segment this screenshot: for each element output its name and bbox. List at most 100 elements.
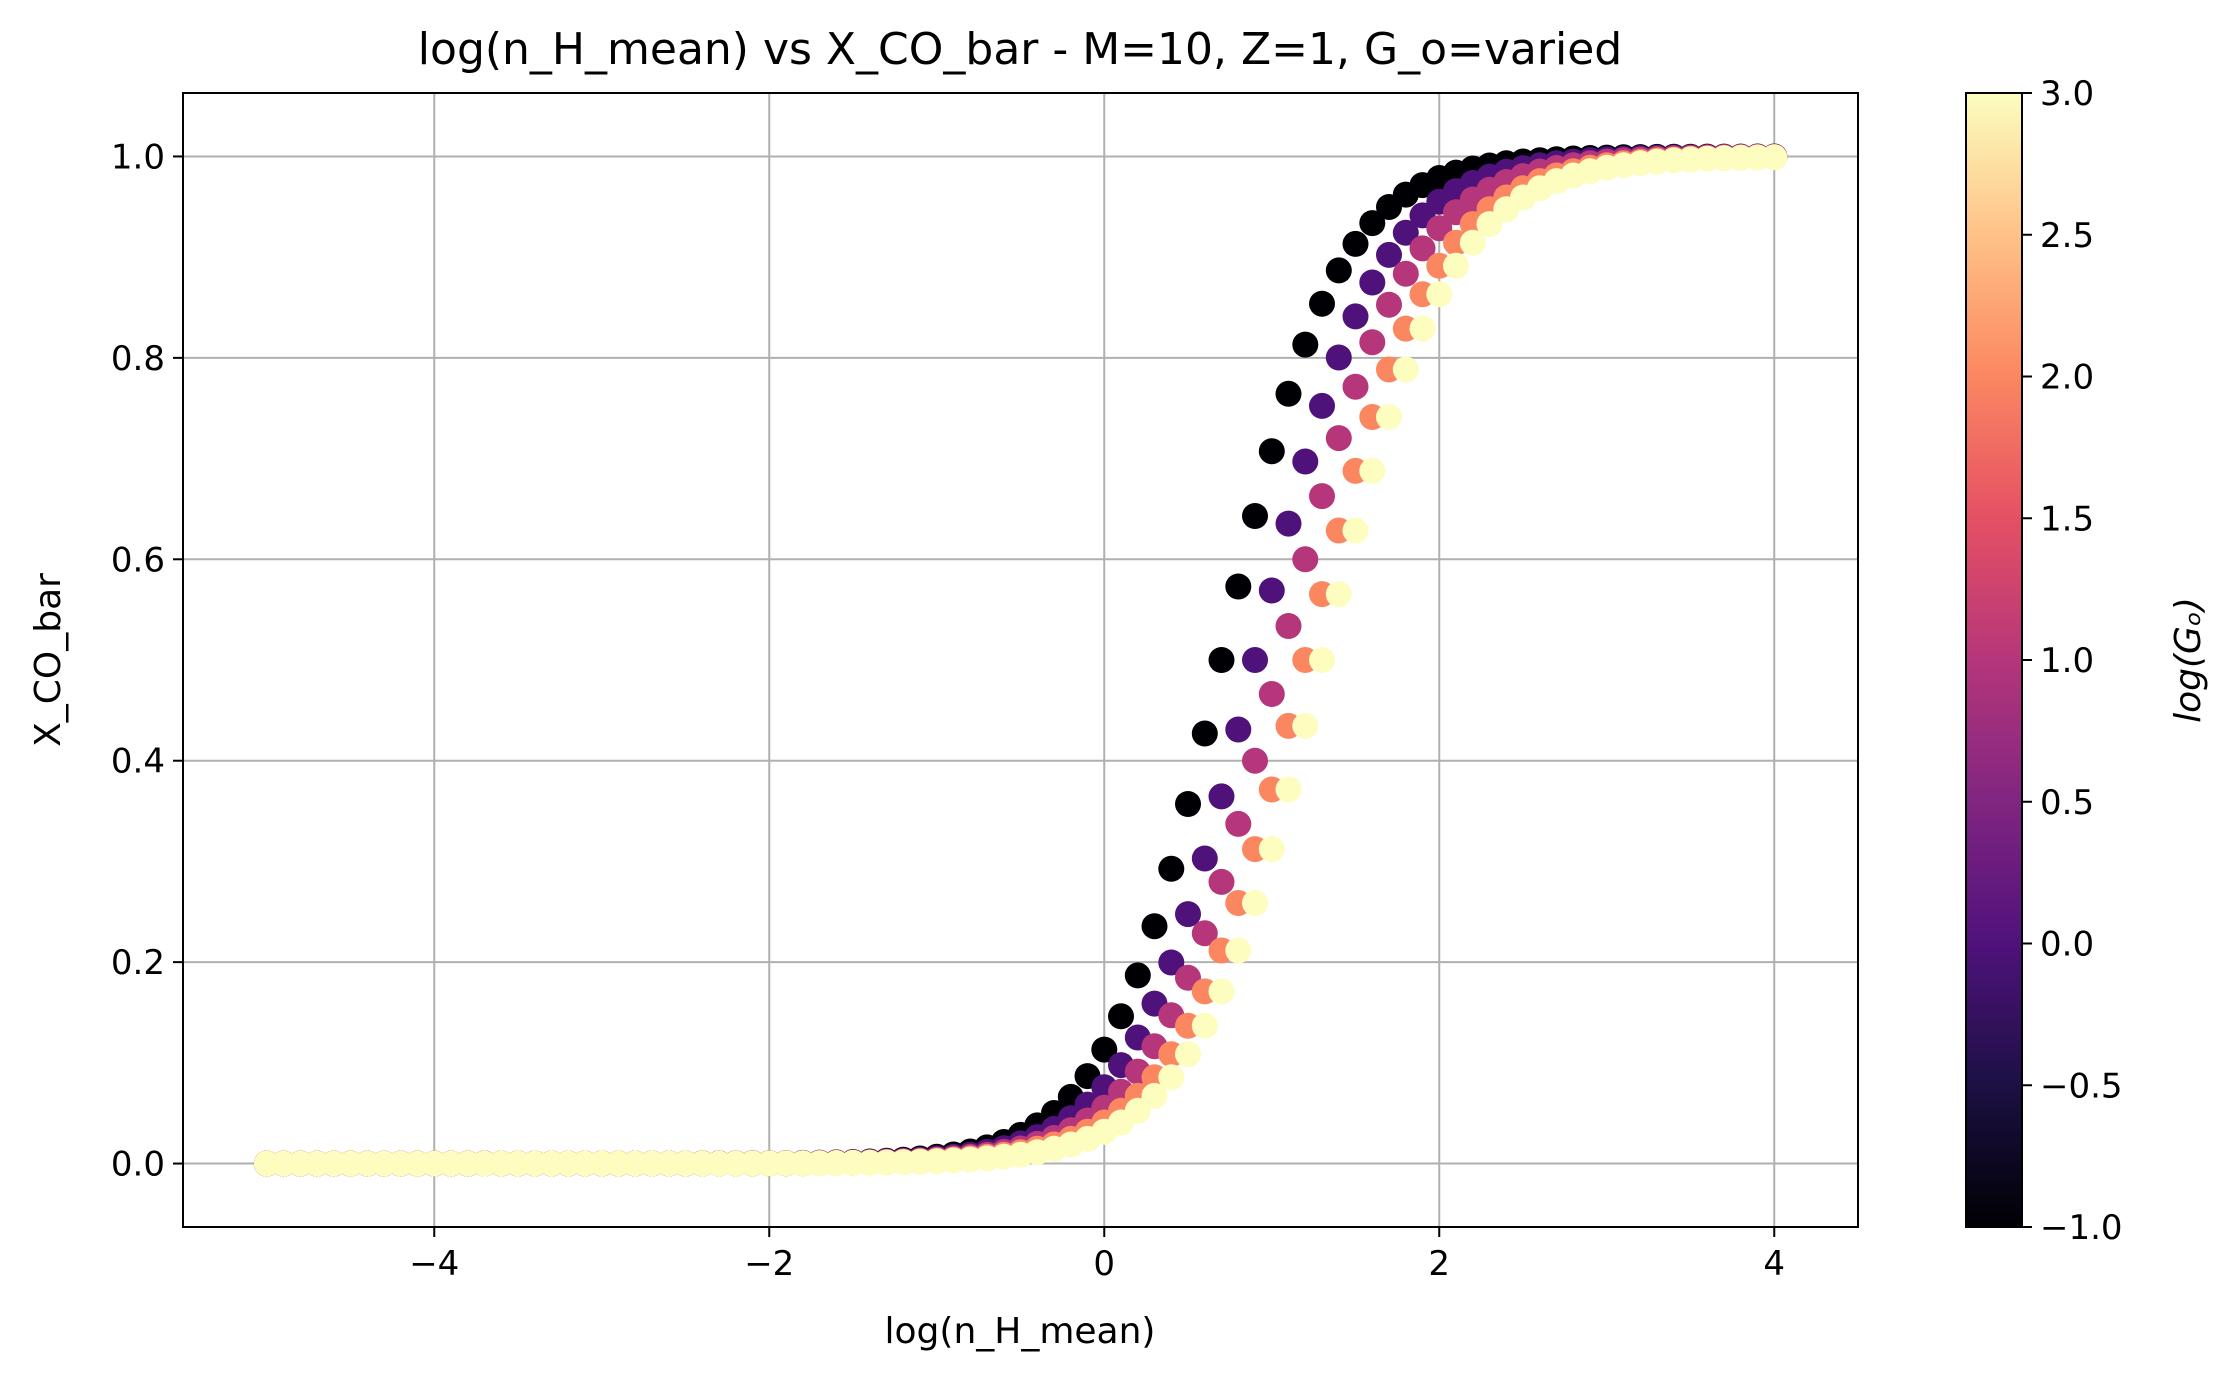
data-point [1292, 448, 1319, 475]
colorbar-tick-label: 1.5 [2040, 499, 2094, 539]
x-axis-label: log(n_H_mean) [885, 1311, 1156, 1352]
colorbar-tick-label: −1.0 [2040, 1208, 2123, 1248]
x-axis-ticks: −4 −2 0 2 4 [409, 1227, 1785, 1284]
data-point [1141, 1082, 1168, 1109]
data-point [1191, 920, 1218, 947]
data-point [1392, 260, 1419, 287]
x-tick-label: −4 [409, 1244, 459, 1284]
data-point [1242, 890, 1268, 916]
y-axis-label: X_CO_bar [28, 573, 69, 747]
data-point [1376, 241, 1402, 268]
y-tick-label: 0.6 [111, 540, 165, 580]
y-tick-label: 0.8 [111, 339, 165, 379]
data-point [1325, 344, 1352, 371]
data-point [1158, 1064, 1185, 1091]
data-point [1376, 404, 1402, 430]
plot-area [183, 93, 1858, 1227]
data-point [1342, 373, 1369, 400]
x-tick-label: 2 [1428, 1244, 1450, 1284]
data-point [1091, 1036, 1118, 1063]
x-tick-label: 4 [1763, 1244, 1785, 1284]
data-point [1325, 425, 1352, 452]
colorbar-ticks: −1.0 −0.5 0.0 0.5 1.0 1.5 2.0 2.5 3.0 [2022, 74, 2123, 1248]
data-point [1325, 581, 1352, 608]
data-point [1476, 211, 1503, 238]
colorbar-tick-label: 0.5 [2040, 783, 2094, 823]
colorbar-tick-label: 0.0 [2040, 925, 2094, 965]
data-point [1208, 868, 1235, 895]
data-point [1459, 229, 1486, 256]
data-point [1426, 281, 1453, 308]
data-point [1124, 1097, 1151, 1124]
data-point [1175, 901, 1201, 928]
data-point [1309, 290, 1335, 317]
data-point [1124, 962, 1151, 989]
chart-title: log(n_H_mean) vs X_CO_bar - M=10, Z=1, G… [418, 24, 1622, 75]
data-point [1225, 810, 1252, 837]
data-point [1225, 573, 1252, 600]
y-tick-label: 1.0 [111, 137, 165, 177]
colorbar-tick-label: 1.0 [2040, 641, 2094, 681]
data-point [1292, 331, 1319, 358]
data-point [1392, 356, 1419, 383]
x-tick-label: −2 [744, 1244, 794, 1284]
data-point [1443, 252, 1469, 279]
data-point [1158, 855, 1185, 882]
data-point [1409, 235, 1436, 262]
data-point [1258, 577, 1285, 604]
data-point [1208, 978, 1235, 1005]
data-point [1761, 144, 1788, 171]
data-point [1175, 791, 1201, 817]
colorbar-tick-label: 2.0 [2040, 358, 2094, 398]
colorbar-tick-label: −0.5 [2040, 1066, 2123, 1106]
data-point [1141, 913, 1168, 940]
data-point [1242, 647, 1268, 673]
data-point [1376, 291, 1402, 318]
data-point [1191, 720, 1218, 747]
axes-frame [182, 92, 1859, 1228]
y-tick-label: 0.0 [111, 1145, 165, 1185]
data-point [1342, 517, 1369, 544]
data-point [1242, 747, 1268, 774]
colorbar [1965, 92, 2023, 1228]
data-point [1359, 329, 1386, 356]
data-point [1258, 438, 1285, 465]
data-point [1359, 269, 1386, 296]
y-tick-label: 0.2 [111, 943, 165, 983]
data-point [1225, 937, 1252, 964]
data-point [1392, 219, 1419, 246]
colorbar-label: log(Gₒ) [2168, 597, 2209, 723]
y-axis-ticks: 0.0 0.2 0.4 0.6 0.8 1.0 [111, 137, 183, 1185]
data-point [1208, 647, 1235, 673]
data-point [1309, 392, 1335, 419]
data-point [1275, 776, 1302, 803]
data-point [1158, 949, 1185, 976]
y-tick-label: 0.4 [111, 742, 165, 782]
data-point [1292, 712, 1319, 739]
data-point [1225, 716, 1252, 743]
data-point [1275, 510, 1302, 537]
data-point [1191, 1012, 1218, 1039]
data-point [1258, 681, 1285, 707]
data-point [1175, 1041, 1201, 1068]
data-point [1258, 836, 1285, 863]
data-point [1275, 380, 1302, 407]
colorbar-tick-label: 2.5 [2040, 216, 2094, 256]
data-point [1191, 845, 1218, 872]
colorbar-tick-label: 3.0 [2040, 74, 2094, 114]
data-point [1309, 483, 1335, 510]
data-point [1292, 546, 1319, 573]
data-points [253, 143, 1788, 1177]
data-point [1409, 315, 1436, 342]
data-point [1108, 1003, 1134, 1030]
series-3 [253, 144, 1788, 1177]
x-tick-label: 0 [1093, 1244, 1115, 1284]
data-point [1342, 303, 1369, 330]
data-point [1359, 210, 1386, 237]
data-point [1208, 783, 1235, 810]
data-point [1325, 257, 1352, 284]
data-point [1359, 457, 1386, 484]
data-point [1342, 230, 1369, 257]
